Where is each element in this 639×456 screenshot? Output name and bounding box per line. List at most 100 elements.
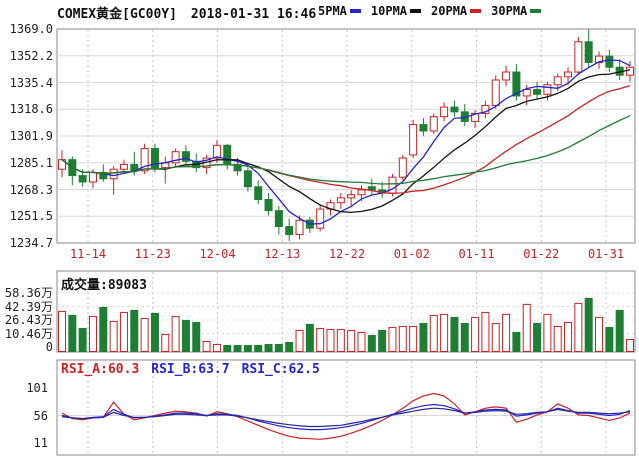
candle-up [58,159,66,170]
date-axis-label: 01-11 [458,247,495,261]
volume-bar [212,343,221,353]
candle-up [119,163,128,170]
date-axis-label: 12-13 [264,247,301,261]
legend-label: 20PMA [431,4,468,18]
candle-up [171,151,180,164]
price-axis-label: 1251.5 [9,209,53,224]
volume-bar [481,311,490,352]
volume-bar [460,322,469,352]
date-axis-label: 12-22 [328,247,366,261]
legend-color-swatch [349,9,361,13]
legend-label: 5PMA [318,4,347,18]
date-axis-label: 01-31 [587,247,625,261]
volume-title: 成交量:89083 [61,278,147,293]
candle-down [605,55,614,68]
candle-down [150,148,159,169]
volume-bar [491,322,500,352]
candle-up [336,197,345,204]
candles-layer [58,29,634,241]
candle-down [233,163,242,172]
legend-item-5pma: 5PMA [318,4,361,18]
chart-title: COMEX黄金[GC00Y] [57,7,177,22]
volume-bar [202,340,211,353]
date-axis-label: 11-14 [69,247,107,261]
candle-up [388,176,397,194]
candle-up [564,71,573,78]
volume-bar [388,326,397,352]
date-axis-label: 01-02 [393,247,430,261]
volume-bar [223,344,232,352]
candle-down [274,210,283,228]
candle-down [419,124,428,132]
candle-up [109,168,118,180]
candle-down [264,198,273,212]
candle-up [88,171,97,183]
volume-bar [429,314,438,352]
candle-up [574,41,583,73]
price-axis-label: 1335.4 [9,75,53,90]
volume-bar [522,303,531,352]
volume-bar [233,344,242,352]
legend-color-swatch [410,9,422,13]
volume-bar [553,325,562,353]
candle-down [99,171,108,180]
rsi-value-label: RSI_A:60.3 [61,362,140,377]
candle-down [285,226,294,236]
price-axis-label: 1301.9 [9,129,53,143]
rsi-axis-label: 11 [33,436,48,450]
volume-bar [615,309,624,352]
volume-bar [264,343,273,353]
candle-down [223,144,232,165]
volume-layer [58,297,634,353]
volume-bar [512,331,521,352]
volume-axis-label: 0 [45,340,53,354]
candle-down [78,175,87,183]
volume-bar [367,334,376,352]
volume-bar [285,341,294,353]
candle-up [212,144,221,159]
candle-up [491,79,500,106]
candle-up [398,157,407,178]
volume-bar [119,311,128,352]
candle-down [243,170,252,188]
price-axis-label: 1268.3 [9,182,53,197]
volume-bar [564,321,573,352]
candle-up [316,208,325,229]
candle-down [181,151,190,162]
rsi-layer [61,392,631,440]
volume-bar [357,331,366,352]
volume-bar [192,321,201,352]
legend-color-swatch [530,9,542,13]
ma-layer [61,59,631,225]
rsi-axis-label: 101 [26,381,48,395]
volume-bar [88,315,97,353]
volume-axis-label: 10.46万 [4,326,53,341]
rsi-axis-label: 56 [33,408,48,423]
candle-down [254,186,263,200]
volume-bar [378,329,387,352]
volume-bar [274,343,283,353]
legend-color-swatch [470,9,482,13]
rsi-value-label: RSI_C:62.5 [241,362,320,377]
rsi-values-row: RSI_A:60.3 RSI_B:63.7 RSI_C:62.5 [61,362,320,377]
candle-up [295,219,304,236]
volume-bar [161,333,170,353]
price-axis-label: 1234.7 [9,236,53,250]
volume-bar [347,329,356,352]
volume-bar [543,313,552,353]
volume-bar [150,312,159,353]
candle-up [626,66,634,76]
candle-up [543,84,552,95]
legend-label: 10PMA [370,4,408,18]
candle-down [533,89,542,95]
volume-bar [305,323,314,353]
candle-down [512,71,521,97]
volume-bar [336,328,345,353]
volume-bar [58,310,66,353]
volume-bar [398,325,407,353]
rsi-value-label: RSI_B:63.7 [151,362,230,377]
volume-bar [584,297,593,353]
price-axis-label: 1285.1 [9,155,53,170]
